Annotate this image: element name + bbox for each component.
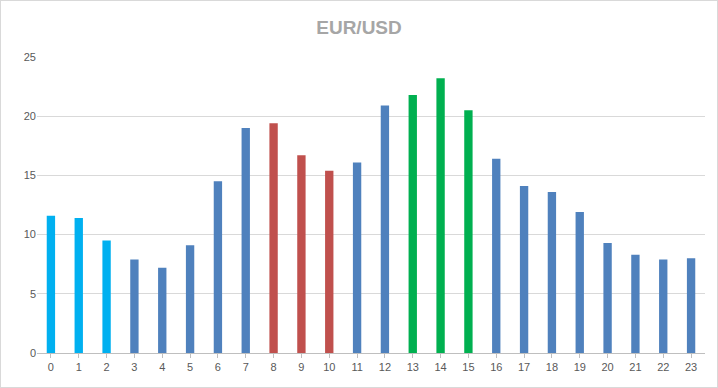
svg-text:6: 6 [215, 361, 221, 373]
svg-text:2: 2 [104, 361, 110, 373]
svg-text:23: 23 [685, 361, 697, 373]
svg-text:22: 22 [657, 361, 669, 373]
svg-text:4: 4 [159, 361, 165, 373]
svg-text:25: 25 [24, 51, 36, 63]
svg-text:9: 9 [298, 361, 304, 373]
svg-text:14: 14 [434, 361, 446, 373]
svg-text:0: 0 [48, 361, 54, 373]
svg-text:3: 3 [131, 361, 137, 373]
svg-text:20: 20 [601, 361, 613, 373]
svg-text:EUR/USD: EUR/USD [316, 17, 402, 38]
svg-text:0: 0 [30, 347, 36, 359]
svg-text:16: 16 [490, 361, 502, 373]
svg-text:18: 18 [546, 361, 558, 373]
svg-text:13: 13 [407, 361, 419, 373]
svg-text:15: 15 [24, 169, 36, 181]
svg-text:19: 19 [574, 361, 586, 373]
svg-text:5: 5 [30, 288, 36, 300]
svg-text:12: 12 [379, 361, 391, 373]
svg-text:5: 5 [187, 361, 193, 373]
svg-text:7: 7 [243, 361, 249, 373]
svg-text:8: 8 [271, 361, 277, 373]
svg-text:10: 10 [323, 361, 335, 373]
svg-text:21: 21 [629, 361, 641, 373]
svg-text:17: 17 [518, 361, 530, 373]
svg-text:20: 20 [24, 110, 36, 122]
svg-text:11: 11 [351, 361, 362, 373]
svg-text:15: 15 [462, 361, 474, 373]
svg-text:10: 10 [24, 228, 36, 240]
svg-text:1: 1 [76, 361, 82, 373]
